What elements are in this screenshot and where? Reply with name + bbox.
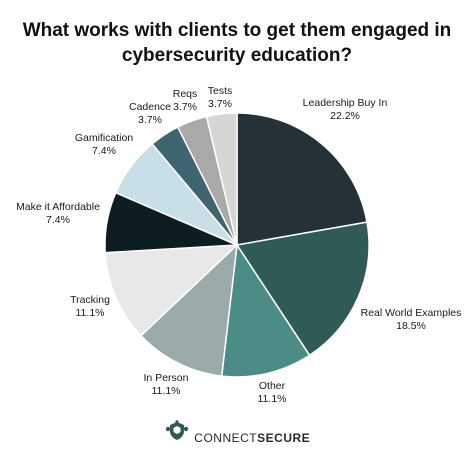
- pie-slice-leadership-buy-in: [236, 112, 368, 246]
- slice-value-make-it-affordable: 7.4%: [46, 214, 70, 226]
- slice-value-tracking: 11.1%: [76, 307, 105, 319]
- chart-title-line-2: cybersecurity education?: [121, 45, 353, 66]
- slice-value-real-world-examples: 18.5%: [396, 320, 426, 332]
- brand-name-part1: CONNECT: [194, 431, 258, 445]
- brand-footer: CONNECTSECURE: [0, 420, 474, 447]
- slice-label-other: Other: [259, 380, 286, 392]
- slice-value-leadership-buy-in: 22.2%: [330, 110, 360, 122]
- slice-label-cadence: Cadence: [129, 101, 171, 113]
- brand-wordmark: CONNECTSECURE: [194, 431, 310, 445]
- slice-label-make-it-affordable: Make it Affordable: [16, 201, 100, 213]
- slice-value-reqs: 3.7%: [173, 101, 197, 113]
- pie-slice-other: [220, 242, 311, 378]
- slice-value-cadence: 3.7%: [138, 114, 162, 126]
- slice-value-tests: 3.7%: [208, 98, 232, 110]
- slice-value-in-person: 11.1%: [152, 385, 181, 397]
- slice-label-in-person: In Person: [144, 372, 189, 384]
- pie-slices: [104, 112, 370, 378]
- slice-label-gamification: Gamification: [75, 132, 134, 144]
- slice-value-other: 11.1%: [258, 393, 287, 405]
- slice-label-real-world-examples: Real World Examples: [361, 307, 462, 319]
- slice-label-tests: Tests: [208, 85, 233, 97]
- pie-slice-tests: [205, 112, 238, 246]
- slice-value-gamification: 7.4%: [92, 145, 116, 157]
- slice-label-reqs: Reqs: [173, 88, 198, 100]
- chart-title: What works with clients to get them enga…: [0, 18, 474, 68]
- chart-title-line-1: What works with clients to get them enga…: [22, 20, 452, 41]
- slice-label-leadership-buy-in: Leadership Buy In: [303, 97, 388, 109]
- slice-label-tracking: Tracking: [70, 294, 110, 306]
- pie-slice-in-person: [139, 243, 238, 377]
- brand-name-part2: SECURE: [257, 431, 311, 445]
- turtle-shield-icon: [165, 420, 189, 440]
- pie-slice-real-world-examples: [235, 221, 370, 357]
- pie-slice-tracking: [104, 244, 240, 337]
